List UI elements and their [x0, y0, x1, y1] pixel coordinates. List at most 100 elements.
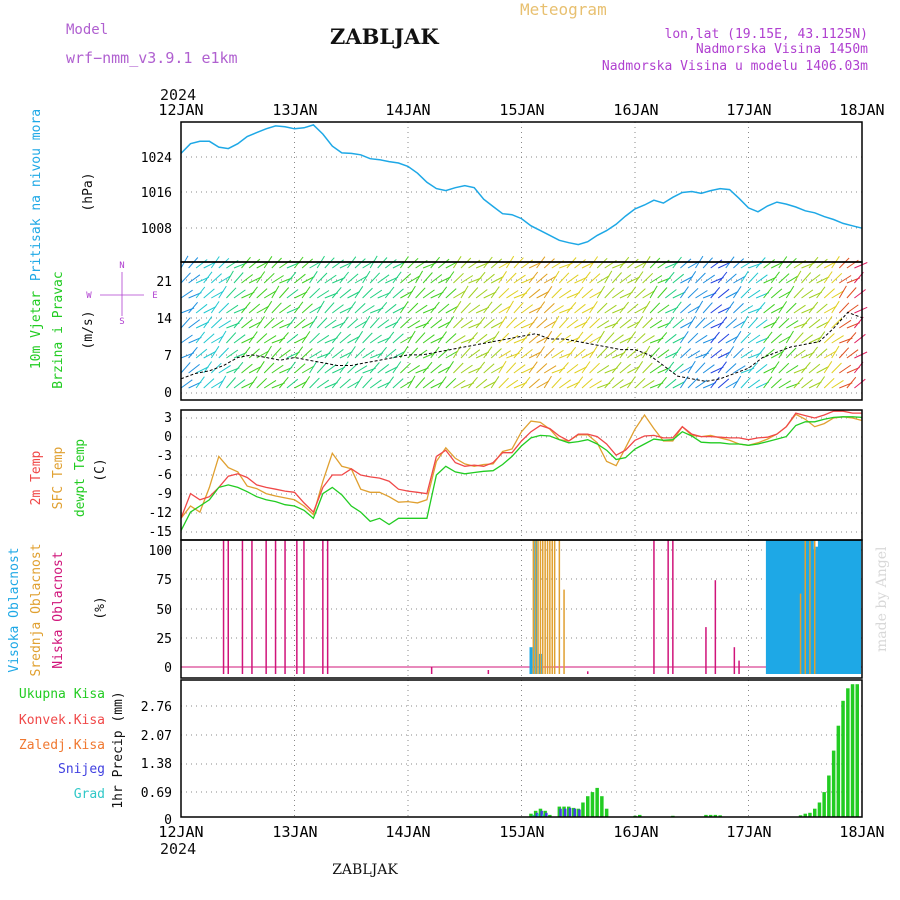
pressure-tick: 1016: [141, 186, 172, 201]
model-elevation-text: Nadmorska Visina u modelu 1406.03m: [602, 59, 868, 74]
wind-barb: [339, 316, 349, 329]
wind-barb: [642, 317, 653, 329]
wind-barb: [801, 361, 811, 374]
wind-barb: [823, 333, 835, 344]
station-title: ZABLJAK: [330, 24, 439, 49]
wind-barb: [732, 330, 742, 344]
wind-barb: [627, 286, 637, 299]
precip-bar-total: [803, 813, 807, 817]
wind-barb: [279, 304, 292, 314]
wind-barb: [445, 333, 457, 344]
wind-barb: [596, 302, 608, 314]
wind-barb: [793, 270, 802, 284]
wind-barb: [248, 321, 262, 329]
wind-barb: [445, 377, 457, 389]
wind-barb: [505, 300, 514, 314]
wind-barb: [687, 350, 701, 359]
cloud-bar-high: [784, 540, 788, 674]
wind-barb: [536, 273, 548, 284]
wind-barb: [604, 377, 615, 389]
wind-barb: [248, 303, 261, 314]
wind-barb: [445, 361, 454, 374]
wind-barb: [717, 271, 728, 284]
wind-barb: [445, 288, 457, 299]
wind-barb: [241, 381, 255, 389]
wind-barb: [324, 364, 337, 374]
wind-barb: [528, 316, 538, 329]
wind-barb: [664, 271, 675, 284]
wind-barb: [316, 317, 328, 329]
wind-barb: [626, 331, 637, 344]
wind-barb: [241, 363, 253, 374]
wind-barb: [347, 380, 360, 389]
precip-ylabel: 1hr Precip (mm): [111, 691, 126, 808]
wind-barb: [180, 272, 191, 284]
wind-barb: [740, 377, 751, 389]
wind-barb: [188, 319, 201, 329]
wind-barb: [210, 345, 220, 359]
wind-barb: [453, 335, 466, 344]
cloud-panel: Visoka Oblacnost Srednja Oblacnost Niska…: [7, 540, 862, 677]
wind-barb: [551, 305, 564, 314]
wind-barb: [453, 290, 466, 299]
lonlat-text: lon,lat (19.15E, 43.1125N): [665, 27, 869, 42]
wind-barb: [679, 376, 689, 389]
wind-barb: [733, 258, 745, 269]
wind-barb: [339, 261, 353, 269]
cloud-bar-low: [705, 627, 707, 674]
cloud-frame: [180, 539, 863, 679]
wind-barb: [702, 347, 713, 359]
wind-barb: [604, 349, 617, 359]
wind-barb: [399, 301, 409, 314]
wind-barb: [778, 380, 791, 389]
wind-barb: [642, 290, 655, 299]
cloud-bar-low: [284, 540, 286, 674]
wind-barb: [657, 376, 667, 389]
wind-barb: [354, 330, 364, 344]
wind-barb: [854, 306, 868, 314]
wind-barb: [362, 332, 373, 344]
wind-barb: [407, 375, 416, 389]
wind-barb: [362, 270, 371, 284]
wind-barb: [498, 315, 507, 329]
wind-barb: [665, 351, 679, 359]
wind-barb: [294, 273, 306, 284]
wind-barb: [528, 361, 538, 374]
wind-barb: [437, 258, 450, 269]
cloud-bar-high: [780, 540, 784, 674]
wind-barb: [218, 275, 232, 284]
wind-barb: [687, 315, 696, 329]
wind-barb: [551, 315, 560, 329]
wind-barb: [203, 306, 217, 314]
wind-barb: [604, 270, 613, 284]
wind-barb: [717, 306, 732, 314]
wind-barb: [559, 334, 572, 344]
cloud-bar-low: [274, 540, 277, 674]
wind-barb: [415, 304, 428, 314]
cloud-bar-high: [777, 540, 781, 674]
wind-barb: [589, 335, 602, 344]
precip-bar-total: [708, 814, 713, 817]
wind-barb: [733, 275, 746, 284]
wind-barb: [808, 301, 819, 314]
wind-barb: [725, 273, 737, 284]
wind-barb: [309, 315, 318, 329]
precip-tick: 2.76: [141, 700, 172, 715]
wind-barb: [687, 271, 697, 284]
precip-bar-total: [529, 813, 533, 817]
wind-barb: [786, 364, 799, 374]
wind-barb: [354, 303, 366, 314]
wind-barb: [778, 345, 787, 359]
wind-barb: [664, 378, 677, 389]
model-label: Model: [66, 22, 108, 38]
precip-bar-total: [604, 808, 609, 817]
wind-barb: [574, 366, 588, 374]
cloud-bar-mid: [539, 540, 542, 674]
pressure-tick: 1008: [141, 222, 172, 237]
wind-barb: [271, 347, 282, 359]
cloud-bars: [222, 540, 862, 674]
wind-barb: [816, 276, 830, 284]
wind-barb: [642, 335, 655, 344]
precip-bar-total: [841, 700, 845, 817]
wind-barb: [763, 303, 775, 314]
